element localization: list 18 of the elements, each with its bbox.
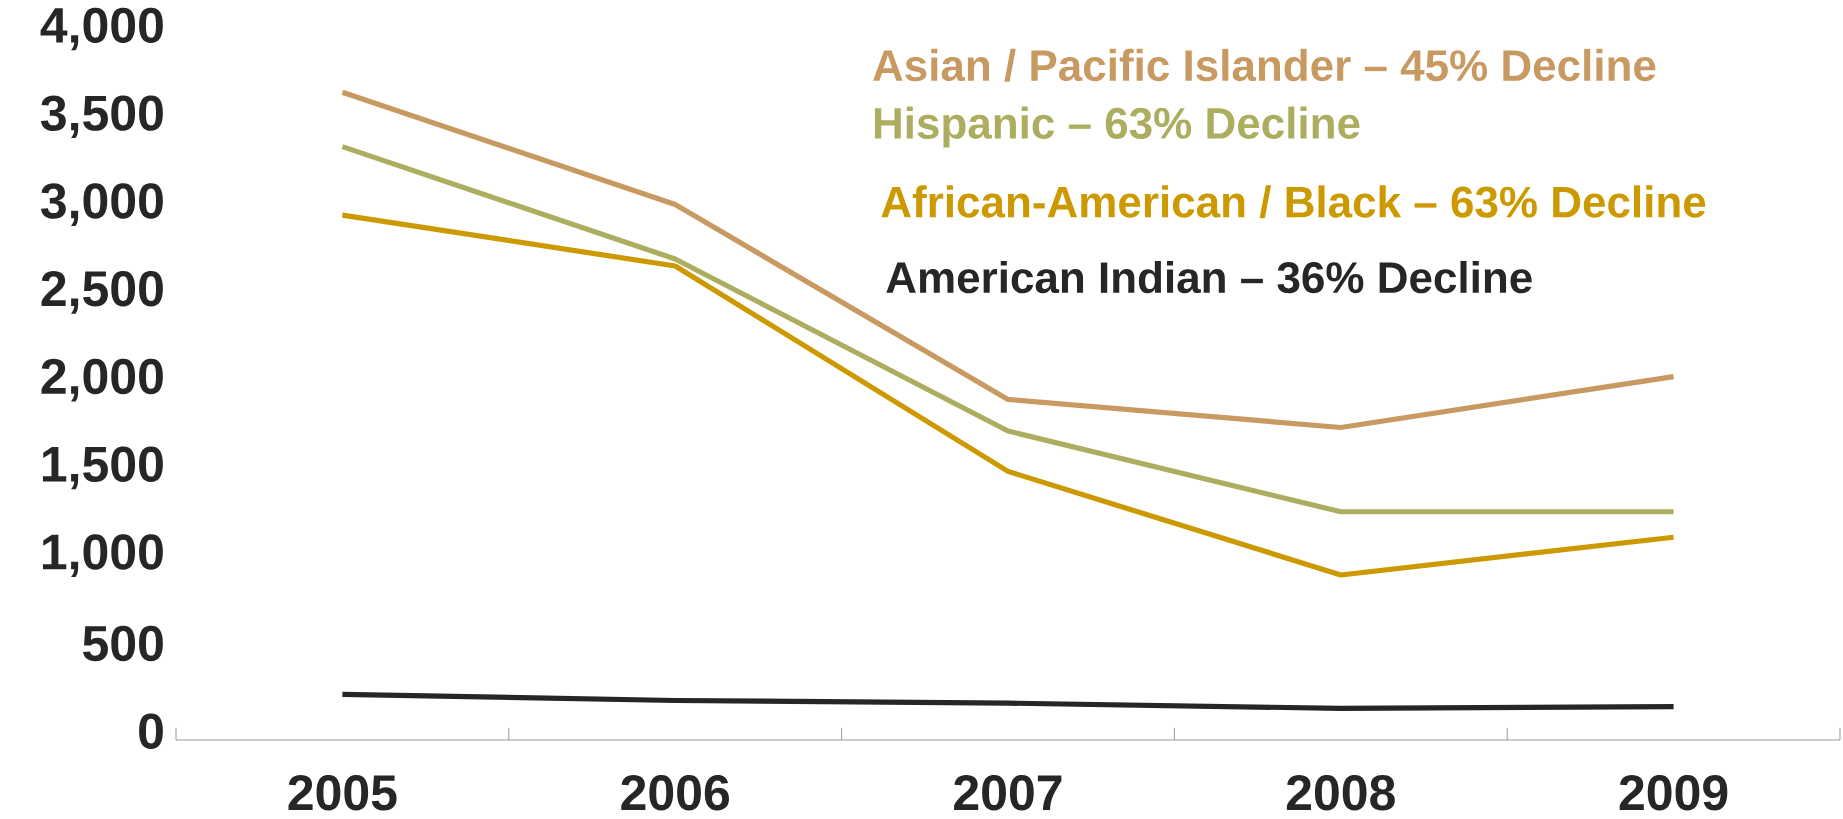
y-tick-label: 0 [139, 713, 163, 749]
text: Asian / Pacific Islander – 45% Decline [873, 48, 1656, 82]
y-tick-label: 1,000 [42, 534, 163, 577]
y-tick-label: 1,500 [42, 446, 163, 490]
y-tick-label: 3,000 [40, 183, 163, 226]
y-tick-label: 2,000 [41, 358, 163, 402]
text: African-American / Black – 63% Decline [881, 185, 1706, 219]
y-tick-label: 4,000 [40, 7, 163, 51]
text: American Indian – 36% Decline [886, 260, 1532, 294]
text: Hispanic – 63% Decline [874, 106, 1360, 148]
x-tick-label: 2007 [954, 775, 1062, 811]
x-tick-label: 2005 [288, 775, 397, 811]
x-tick-label: 2006 [621, 775, 729, 811]
y-tick-label: 3,500 [40, 95, 163, 139]
x-tick-label: 2008 [1286, 775, 1395, 811]
y-tick-label: 500 [83, 625, 163, 662]
y-tick-label: 2,500 [41, 271, 163, 314]
x-tick-label: 2009 [1619, 775, 1728, 811]
